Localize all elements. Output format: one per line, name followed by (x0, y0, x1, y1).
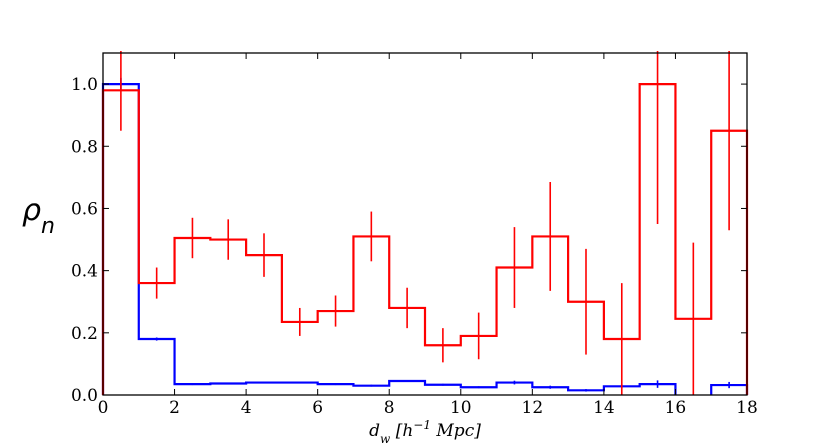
x-tick-label: 2 (169, 398, 180, 418)
plot-area (101, 51, 749, 395)
x-tick-label: 0 (98, 398, 109, 418)
y-tick-label: 0.6 (71, 199, 98, 219)
axes: 0 2 4 6 8 10 12 14 16 18 0.0 0.2 0.4 0.6 0.8 1.0 (71, 52, 758, 418)
axes-frame (102, 52, 748, 396)
y-tick-label: 1.0 (71, 75, 98, 95)
series-0 (101, 77, 749, 395)
y-tick-label: 0.0 (71, 386, 98, 406)
series-1-step-line (101, 82, 749, 395)
x-tick-label: 6 (312, 398, 323, 418)
x-tick-label: 8 (384, 398, 395, 418)
y-tick-label: 0.8 (71, 137, 98, 157)
y-tick-label: 0.4 (71, 262, 98, 282)
x-tick-label: 4 (241, 398, 252, 418)
series-1 (101, 51, 749, 395)
x-tick-label: 18 (736, 398, 758, 418)
x-tick-label: 12 (522, 398, 544, 418)
series-0-step-line (101, 82, 749, 395)
y-tick-label: 0.2 (71, 324, 98, 344)
x-tick-label: 10 (450, 398, 472, 418)
x-axis-label: dw [h−1 Mpc] (369, 418, 481, 443)
x-tick-label: 14 (593, 398, 615, 418)
x-tick-label: 16 (665, 398, 687, 418)
y-axis-label: ρn (22, 193, 55, 239)
